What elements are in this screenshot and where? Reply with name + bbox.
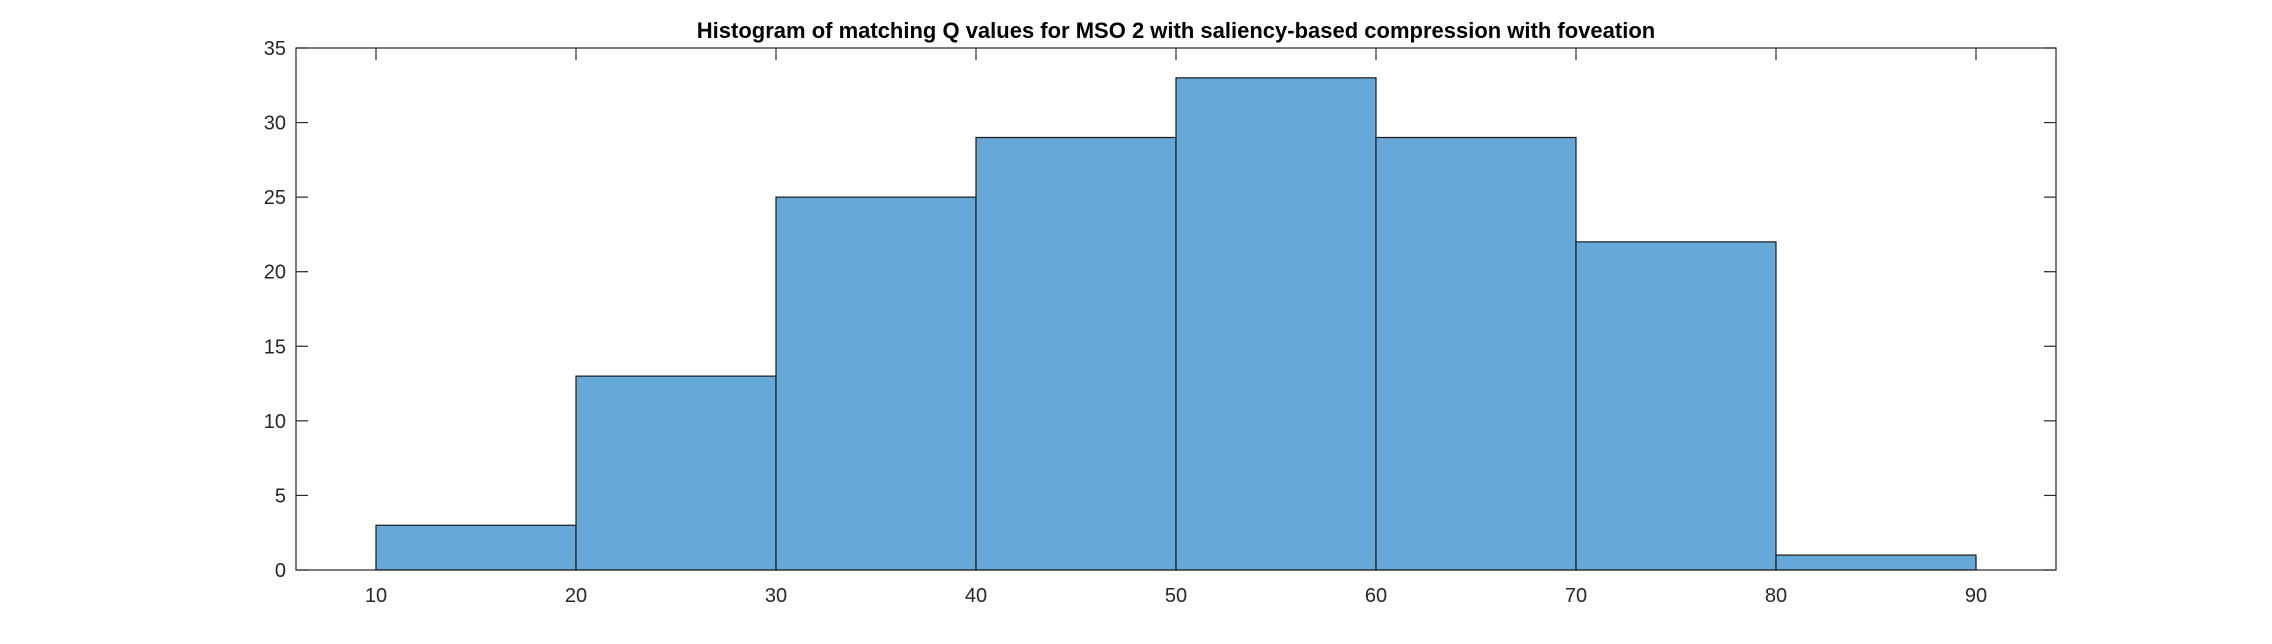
x-tick-label: 10 [365, 585, 387, 607]
histogram-bar-7 [1575, 241, 1777, 571]
y-tick-label: 25 [264, 187, 286, 209]
x-tick-label: 40 [965, 585, 987, 607]
histogram-bar-2 [575, 375, 777, 571]
histogram-bar-5 [1175, 77, 1377, 571]
x-tick-label: 70 [1565, 585, 1587, 607]
histogram-bar-1 [375, 524, 577, 571]
y-tick-label: 0 [275, 560, 286, 582]
y-tick-label: 20 [264, 262, 286, 284]
x-tick-label: 80 [1765, 585, 1787, 607]
bars-layer [375, 77, 1977, 571]
x-tick-label: 20 [565, 585, 587, 607]
ticks-layer: 10 20 30 40 50 60 70 80 90 0 5 10 15 20 25 30 35 [264, 38, 2056, 607]
histogram-bar-3 [775, 196, 977, 571]
y-tick-label: 35 [264, 38, 286, 60]
y-tick-label: 30 [264, 113, 286, 135]
histogram-bar-4 [975, 136, 1177, 571]
x-tick-label: 50 [1165, 585, 1187, 607]
histogram-bar-6 [1375, 136, 1577, 571]
y-tick-label: 10 [264, 411, 286, 433]
chart-title: Histogram of matching Q values for MSO 2… [697, 18, 1655, 43]
y-tick-label: 15 [264, 336, 286, 358]
x-tick-label: 90 [1965, 585, 1987, 607]
y-tick-label: 5 [275, 485, 286, 507]
x-tick-label: 60 [1365, 585, 1387, 607]
x-tick-label: 30 [765, 585, 787, 607]
histogram-bar-8 [1775, 554, 1977, 571]
